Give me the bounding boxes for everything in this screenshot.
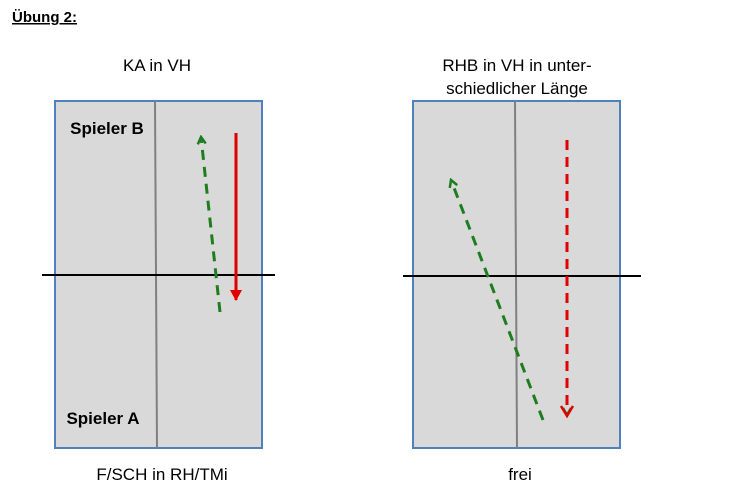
footer-label: F/SCH in RH/TMi	[96, 465, 227, 484]
caption: KA in VH	[123, 56, 191, 75]
table-right	[403, 100, 641, 449]
caption: RHB in VH in unter-	[442, 56, 591, 75]
footer-label: frei	[508, 465, 532, 484]
player-label: Spieler B	[70, 119, 144, 138]
table-left	[42, 100, 275, 449]
arrow-head	[559, 405, 575, 419]
ball-path-arrow	[451, 180, 545, 421]
caption: schiedlicher Länge	[446, 79, 588, 98]
ball-path-arrow	[201, 137, 222, 313]
sheet-title: Übung 2:	[12, 9, 77, 26]
player-label: Spieler A	[66, 409, 139, 428]
center-line	[514, 100, 518, 449]
